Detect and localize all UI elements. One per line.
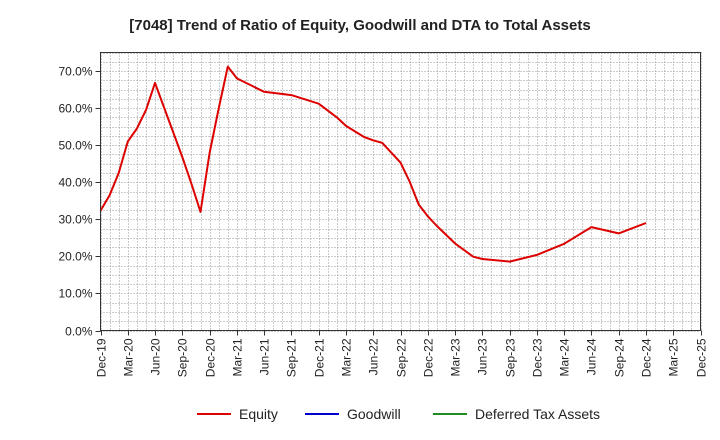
x-tick-label: Sep-22 bbox=[395, 338, 409, 377]
x-tick-label: Jun-22 bbox=[367, 338, 381, 375]
x-tick-label: Dec-21 bbox=[313, 338, 327, 377]
x-tick-label: Jun-20 bbox=[149, 338, 163, 375]
x-tick-label: Jun-21 bbox=[258, 338, 272, 375]
y-tick-label: 20.0% bbox=[58, 250, 92, 264]
chart-title: [7048] Trend of Ratio of Equity, Goodwil… bbox=[129, 17, 590, 34]
x-tick-label: Dec-25 bbox=[695, 338, 709, 377]
y-tick-label: 60.0% bbox=[58, 102, 92, 116]
x-tick-label: Dec-20 bbox=[204, 338, 218, 377]
x-tick-label: Jun-24 bbox=[585, 338, 599, 375]
y-tick-label: 0.0% bbox=[65, 325, 93, 339]
legend-label-goodwill: Goodwill bbox=[347, 406, 401, 422]
x-tick-label: Mar-24 bbox=[558, 338, 572, 376]
x-tick-label: Mar-23 bbox=[449, 338, 463, 376]
x-axis: Dec-19 Mar-20 Jun-20 Sep-20 Dec-20 Mar-21 Jun-… bbox=[95, 330, 709, 377]
x-tick-label: Dec-23 bbox=[531, 338, 545, 377]
y-tick-label: 70.0% bbox=[58, 65, 92, 79]
y-tick-label: 40.0% bbox=[58, 176, 92, 190]
x-tick-label: Sep-21 bbox=[285, 338, 299, 377]
x-tick-label: Mar-22 bbox=[340, 338, 354, 376]
x-tick-label: Dec-19 bbox=[95, 338, 109, 377]
x-tick-label: Dec-22 bbox=[422, 338, 436, 377]
x-tick-label: Jun-23 bbox=[476, 338, 490, 375]
legend: Equity Goodwill Deferred Tax Assets bbox=[197, 406, 600, 422]
x-tick-label: Mar-25 bbox=[667, 338, 681, 376]
legend-label-equity: Equity bbox=[239, 406, 278, 422]
y-tick-label: 30.0% bbox=[58, 213, 92, 227]
y-axis: 0.0% 10.0% 20.0% 30.0% 40.0% 50.0% 60.0% 70.0% bbox=[58, 65, 101, 339]
plot-frame bbox=[100, 52, 701, 331]
y-tick-label: 50.0% bbox=[58, 139, 92, 153]
series-group bbox=[99, 65, 647, 263]
y-tick-label: 10.0% bbox=[58, 287, 92, 301]
x-tick-label: Sep-23 bbox=[504, 338, 518, 377]
x-tick-label: Dec-24 bbox=[640, 338, 654, 377]
series-line-equity bbox=[99, 65, 647, 263]
x-tick-label: Mar-20 bbox=[122, 338, 136, 376]
x-tick-label: Sep-20 bbox=[176, 338, 190, 377]
x-tick-label: Sep-24 bbox=[613, 338, 627, 377]
x-tick-label: Mar-21 bbox=[231, 338, 245, 376]
legend-label-deferred-tax-assets: Deferred Tax Assets bbox=[475, 406, 600, 422]
